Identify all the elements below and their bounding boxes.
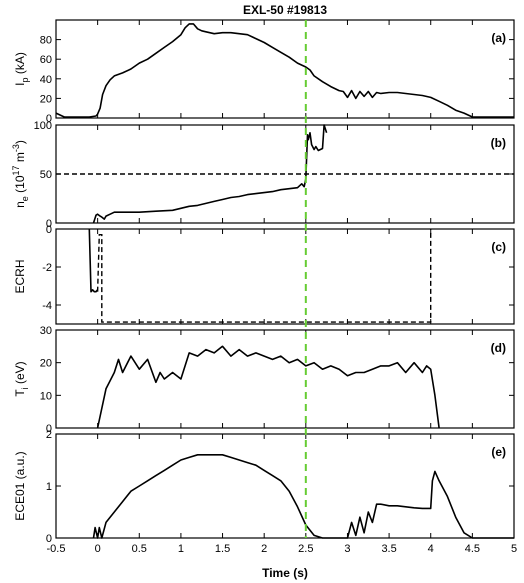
panel-d-label: (d)	[491, 341, 506, 355]
panel-b-ytick-label: 50	[40, 169, 52, 181]
panel-d-series-0	[96, 345, 440, 429]
panel-b-ytick-label: 0	[46, 218, 52, 230]
panel-b-y-axis-label: ne (1017 m-3)	[11, 140, 30, 208]
panel-e-label: (e)	[491, 445, 506, 459]
panel-e-ytick-label: 0	[46, 533, 52, 545]
panel-c-ytick-label: 0	[46, 224, 52, 236]
panel-a-ytick-label: 0	[46, 113, 52, 125]
panel-b: 0 50 100 ne (1017 m-3) (b)	[11, 120, 515, 230]
x-axis-label: Time (s)	[262, 566, 308, 580]
panel-e-series-0	[92, 453, 514, 539]
panel-a-ytick-label: 60	[40, 54, 52, 66]
panel-b-ytick-label: 100	[34, 120, 52, 132]
panel-a-ytick-label: 40	[40, 74, 52, 86]
panel-c-label: (c)	[491, 240, 506, 254]
panel-d: 0 10 20 30 Ti (eV) (d)	[13, 325, 515, 435]
panel-a-ytick-label: 80	[40, 35, 52, 47]
x-tick-label: 5	[511, 543, 517, 555]
panel-b-label: (b)	[491, 136, 506, 150]
x-tick-label: 2.5	[298, 543, 313, 555]
x-tick-label: 0.5	[132, 543, 147, 555]
panel-d-frame	[55, 329, 515, 429]
panel-a-series-0	[55, 23, 514, 118]
panel-e-ytick-label: 2	[46, 429, 52, 441]
x-tick-label: 4	[428, 543, 434, 555]
panel-d-y-axis-label: Ti (eV)	[13, 361, 30, 396]
x-tick-label: 3.5	[381, 543, 396, 555]
x-tick-label: -0.5	[47, 543, 66, 555]
panel-d-ytick-label: 20	[40, 358, 52, 370]
chart-title: EXL-50 #19813	[243, 3, 327, 17]
x-tick-label: 3	[344, 543, 350, 555]
panel-c-ytick-label: -2	[42, 262, 52, 274]
panel-c-ytick-label: -4	[42, 300, 52, 312]
x-tick-label: 1	[178, 543, 184, 555]
panel-d-ytick-label: 0	[46, 423, 52, 435]
panel-a-label: (a)	[491, 31, 506, 45]
panel-c-series-1	[96, 229, 432, 323]
panel-c: -4 -2 0 ECRH (c)	[13, 224, 515, 325]
panel-a-ytick-label: 20	[40, 93, 52, 105]
panel-c-series-0	[88, 228, 99, 293]
x-tick-label: 0	[95, 543, 101, 555]
panel-c-y-axis-label: ECRH	[13, 259, 27, 293]
panel-d-ytick-label: 30	[40, 325, 52, 337]
panel-b-series-0	[92, 124, 328, 224]
panel-e-y-axis-label: ECE01 (a.u.)	[13, 451, 27, 520]
panel-d-ytick-label: 10	[40, 390, 52, 402]
panel-a: 0 20 40 60 80 Ip (kA) (a)	[13, 19, 515, 125]
panel-c-frame	[55, 228, 515, 325]
panel-a-y-axis-label: Ip (kA)	[13, 52, 30, 86]
x-tick-label: 4.5	[465, 543, 480, 555]
panel-a-frame	[55, 19, 515, 119]
panel-e-ytick-label: 1	[46, 481, 52, 493]
x-tick-label: 1.5	[215, 543, 230, 555]
x-tick-label: 2	[261, 543, 267, 555]
